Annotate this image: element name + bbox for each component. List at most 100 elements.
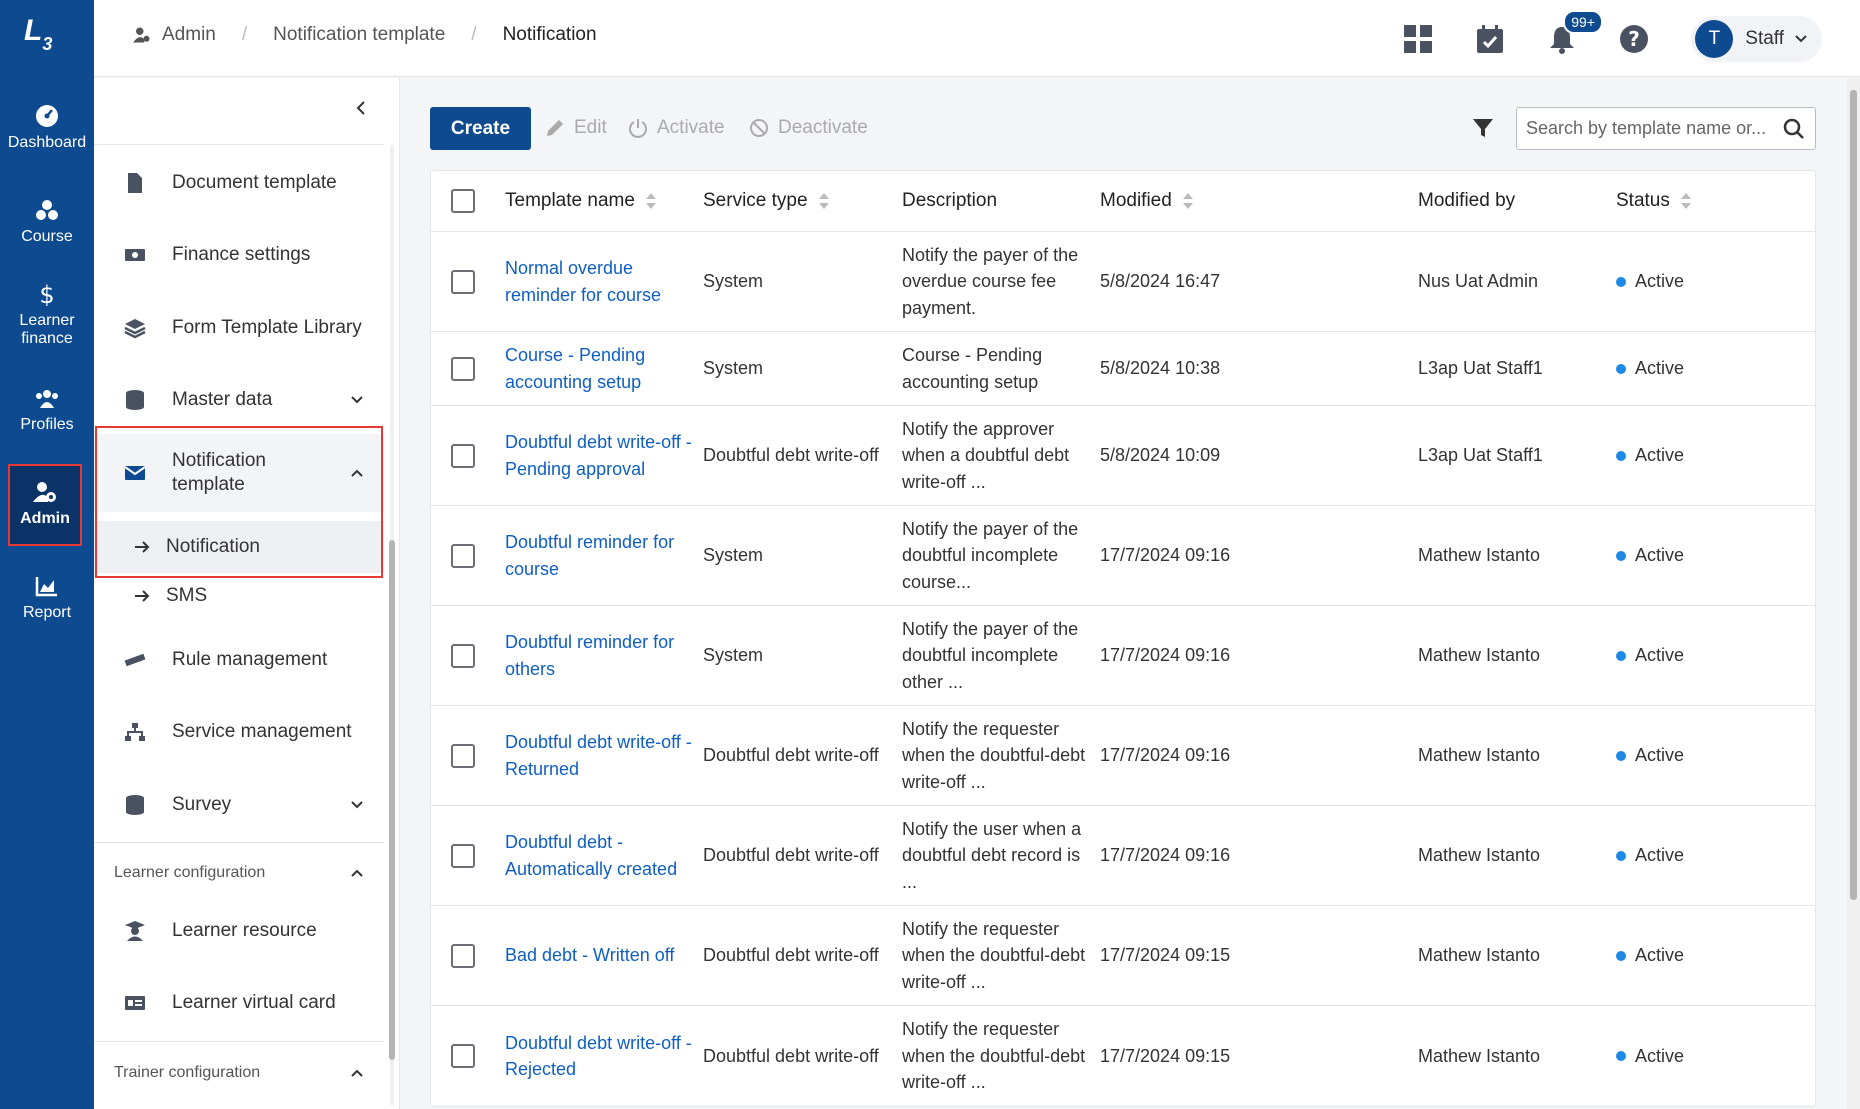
user-menu[interactable]: T Staff <box>1691 15 1822 62</box>
rail-item-course[interactable]: Course <box>0 198 94 246</box>
deactivate-button[interactable]: Deactivate <box>749 117 868 139</box>
status-dot <box>1616 450 1626 461</box>
service-type-cell: Doubtful debt write-off <box>703 845 879 866</box>
template-name-link[interactable]: Course - Pending accounting setup <box>505 345 646 392</box>
modified-by-cell: Mathew Istanto <box>1418 945 1541 966</box>
sidebar-scrollbar[interactable] <box>389 145 395 1105</box>
id-card-icon <box>125 996 145 1010</box>
modified-cell: 17/7/2024 09:15 <box>1100 1045 1231 1066</box>
table-row[interactable]: Doubtful debt write-off - Pending approv… <box>431 406 1815 506</box>
breadcrumb-admin[interactable]: Admin <box>162 24 216 45</box>
collapse-sidebar-icon[interactable] <box>353 100 369 116</box>
table-row[interactable]: Doubtful reminder for others System Noti… <box>431 606 1815 706</box>
document-icon <box>128 173 142 193</box>
create-button[interactable]: Create <box>430 107 531 150</box>
money-icon <box>125 249 145 261</box>
rail-item-label: Profiles <box>20 416 74 433</box>
row-checkbox[interactable] <box>451 543 475 568</box>
admin-sidebar: Document template Finance settings Form … <box>94 78 400 1109</box>
pencil-icon <box>547 120 563 136</box>
section-trainer-configuration[interactable]: Trainer configuration <box>94 1064 384 1082</box>
modified-cell: 5/8/2024 16:47 <box>1100 271 1221 292</box>
sidebar-item-label: Survey <box>172 794 232 815</box>
sidebar-item-rule-management[interactable]: Rule management <box>94 635 384 685</box>
rail-item-profiles[interactable]: Profiles <box>0 386 94 434</box>
sidebar-item-notification-template[interactable]: Notification template <box>94 434 384 512</box>
calendar-check-icon[interactable] <box>1475 24 1505 54</box>
header-modified[interactable]: Modified <box>1100 190 1418 212</box>
sidebar-subitem-notification[interactable]: Notification <box>94 521 384 573</box>
sidebar-item-document-template[interactable]: Document template <box>94 158 384 208</box>
sidebar-item-learner-resource[interactable]: Learner resource <box>94 906 384 956</box>
arrow-right-icon <box>135 590 150 602</box>
report-chart-icon <box>35 577 57 597</box>
template-name-link[interactable]: Bad debt - Written off <box>505 945 675 966</box>
table-row[interactable]: Normal overdue reminder for course Syste… <box>431 232 1815 332</box>
edit-button[interactable]: Edit <box>545 117 607 139</box>
svg-text:$: $ <box>39 282 54 306</box>
user-name: Staff <box>1745 27 1784 49</box>
service-type-cell: Doubtful debt write-off <box>703 945 879 966</box>
avatar: T <box>1695 19 1734 58</box>
header-service-type[interactable]: Service type <box>703 190 902 212</box>
sidebar-item-master-data[interactable]: Master data <box>94 375 384 425</box>
status-badge: Active <box>1616 745 1815 766</box>
row-checkbox[interactable] <box>451 1044 475 1068</box>
sidebar-scrollbar-thumb[interactable] <box>389 540 395 1060</box>
table-row[interactable]: Doubtful debt write-off - Returned Doubt… <box>431 706 1815 806</box>
search-icon[interactable] <box>1783 118 1805 140</box>
sidebar-item-learner-virtual-card[interactable]: Learner virtual card <box>94 978 384 1028</box>
breadcrumb-separator: / <box>471 24 477 45</box>
table-row[interactable]: Doubtful debt write-off - Rejected Doubt… <box>431 1006 1815 1106</box>
status-dot <box>1616 650 1626 661</box>
template-name-link[interactable]: Normal overdue reminder for course <box>505 258 662 305</box>
template-name-link[interactable]: Doubtful debt write-off - Rejected <box>505 1032 692 1080</box>
table-row[interactable]: Course - Pending accounting setup System… <box>431 332 1815 406</box>
row-checkbox[interactable] <box>451 269 475 294</box>
help-icon[interactable]: ? <box>1619 24 1649 54</box>
row-checkbox[interactable] <box>451 843 475 868</box>
filter-icon[interactable] <box>1472 117 1494 139</box>
activate-button[interactable]: Activate <box>628 117 725 139</box>
select-all-checkbox[interactable] <box>451 189 475 213</box>
template-name-link[interactable]: Doubtful debt write-off - Pending approv… <box>505 432 692 479</box>
l3-logo[interactable]: L3 <box>24 14 53 54</box>
section-learner-configuration[interactable]: Learner configuration <box>94 864 384 882</box>
row-checkbox[interactable] <box>451 356 475 381</box>
page-scrollbar-thumb[interactable] <box>1850 90 1857 900</box>
row-checkbox[interactable] <box>451 743 475 768</box>
row-checkbox[interactable] <box>451 943 475 968</box>
sidebar-subitem-sms[interactable]: SMS <box>94 576 384 616</box>
page-scrollbar[interactable] <box>1847 78 1860 1109</box>
rail-item-dashboard[interactable]: Dashboard <box>0 104 94 152</box>
notification-bell[interactable]: 99+ <box>1547 9 1604 54</box>
rail-item-report[interactable]: Report <box>0 574 94 622</box>
arrow-right-icon <box>135 541 150 553</box>
rail-item-learner-finance[interactable]: $ Learner finance <box>0 282 94 348</box>
sidebar-item-form-template-library[interactable]: Form Template Library <box>94 303 384 353</box>
table-row[interactable]: Doubtful debt - Automatically created Do… <box>431 806 1815 906</box>
sidebar-item-finance-settings[interactable]: Finance settings <box>94 230 384 280</box>
template-name-link[interactable]: Doubtful reminder for others <box>505 632 675 679</box>
service-type-cell: Doubtful debt write-off <box>703 1045 879 1066</box>
row-checkbox[interactable] <box>451 443 475 468</box>
row-checkbox[interactable] <box>451 643 475 668</box>
template-name-link[interactable]: Doubtful debt - Automatically created <box>505 832 678 879</box>
header-template-name[interactable]: Template name <box>505 190 703 212</box>
sidebar-item-service-management[interactable]: Service management <box>94 707 384 757</box>
search-input[interactable] <box>1517 108 1767 148</box>
status-dot <box>1616 276 1626 287</box>
apps-grid-icon[interactable] <box>1403 24 1433 54</box>
table-row[interactable]: Doubtful reminder for course System Noti… <box>431 506 1815 606</box>
table-row[interactable]: Bad debt - Written off Doubtful debt wri… <box>431 906 1815 1006</box>
profiles-icon <box>36 390 58 408</box>
rail-item-admin[interactable]: Admin <box>8 464 82 546</box>
modified-by-cell: Mathew Istanto <box>1418 645 1541 666</box>
header-status[interactable]: Status <box>1616 190 1815 212</box>
sidebar-item-survey[interactable]: Survey <box>94 780 384 830</box>
template-name-link[interactable]: Doubtful reminder for course <box>505 532 675 579</box>
template-name-link[interactable]: Doubtful debt write-off - Returned <box>505 732 692 779</box>
status-badge: Active <box>1616 358 1815 379</box>
breadcrumb-notification-template[interactable]: Notification template <box>273 24 446 45</box>
sidebar-item-label: Learner resource <box>172 920 317 941</box>
